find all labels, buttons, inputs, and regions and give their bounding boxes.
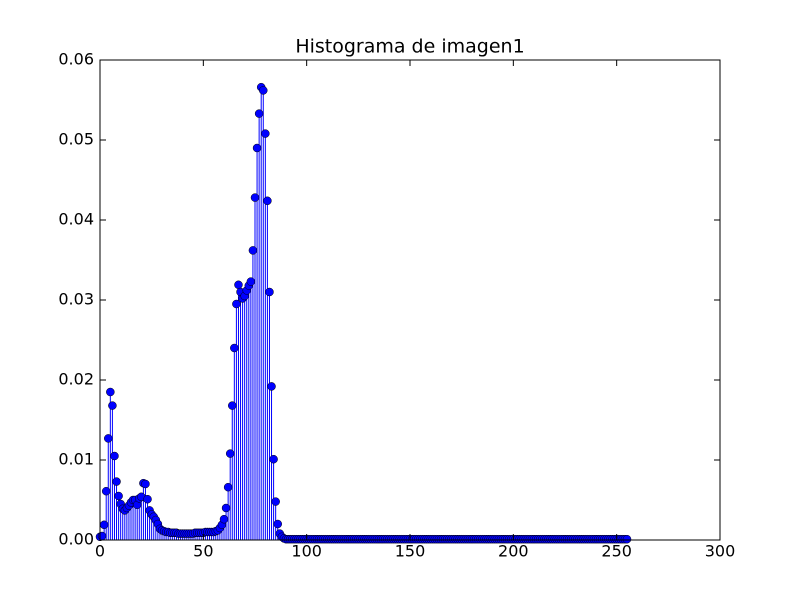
- plot-area: [95, 82, 632, 544]
- stem-marker: [269, 454, 278, 464]
- stem-marker: [234, 280, 243, 290]
- stem-marker: [221, 503, 231, 513]
- stem-marker: [108, 401, 117, 410]
- stem-marker: [271, 497, 280, 506]
- y-tick-label: 0.04: [58, 210, 94, 229]
- stem-marker: [273, 519, 282, 529]
- y-tick-label: 0.03: [58, 290, 94, 309]
- x-tick-label: 300: [705, 542, 736, 561]
- stem-marker: [259, 86, 268, 95]
- stem-marker: [248, 246, 258, 255]
- y-tick-label: 0.06: [58, 50, 94, 69]
- stem-marker: [106, 387, 115, 397]
- stem-marker: [219, 514, 229, 524]
- stem-marker: [101, 486, 111, 496]
- chart-title: Histograma de imagen1: [295, 36, 524, 58]
- y-tick-label: 0.00: [58, 530, 94, 549]
- stem-marker: [223, 482, 233, 492]
- stem-marker: [252, 143, 262, 153]
- stem-marker: [254, 109, 264, 118]
- stem-marker: [250, 193, 260, 202]
- stem-marker: [267, 382, 276, 391]
- x-tick-label: 50: [193, 542, 213, 561]
- x-tick-label: 200: [498, 542, 529, 561]
- stem-marker: [97, 531, 107, 541]
- x-tick-label: 100: [291, 542, 322, 561]
- stem-marker: [622, 534, 632, 544]
- x-tick-label: 0: [95, 542, 105, 561]
- stem-marker: [246, 277, 256, 286]
- stem-marker: [99, 520, 109, 530]
- stem-marker: [143, 494, 152, 504]
- stem-marker: [114, 491, 123, 501]
- stem-marker: [110, 451, 119, 461]
- stem-marker: [228, 401, 237, 410]
- stem-marker: [225, 449, 235, 458]
- y-tick-label: 0.01: [58, 450, 94, 469]
- stem-marker: [265, 287, 274, 297]
- stem-marker: [230, 343, 239, 353]
- stem-marker: [112, 477, 121, 486]
- x-tick-label: 150: [395, 542, 426, 561]
- stem-marker: [141, 479, 150, 489]
- stem-marker: [261, 129, 270, 138]
- x-tick-label: 250: [601, 542, 632, 561]
- stem-marker: [232, 299, 241, 309]
- stem-marker: [263, 196, 272, 206]
- stem-marker: [104, 434, 113, 443]
- y-tick-label: 0.02: [58, 370, 94, 389]
- y-tick-label: 0.05: [58, 130, 94, 149]
